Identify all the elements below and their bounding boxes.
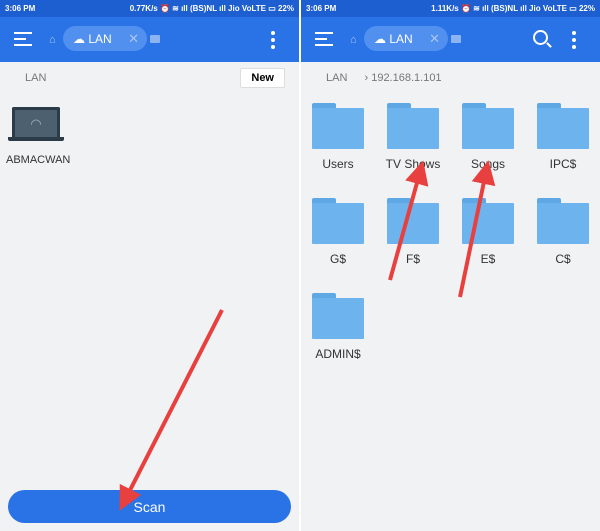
folder-label: ADMIN$ xyxy=(315,347,361,361)
folder-icon xyxy=(462,198,514,244)
folder-icon xyxy=(387,198,439,244)
folder-icon xyxy=(312,103,364,149)
chevron-right-icon: › xyxy=(364,72,369,84)
more-icon[interactable] xyxy=(572,31,576,52)
scan-button[interactable]: Scan xyxy=(8,490,291,523)
search-icon[interactable] xyxy=(533,30,548,45)
folder-label: IPC$ xyxy=(549,157,577,171)
folder-icon xyxy=(537,198,589,244)
folder-item[interactable]: IPC$ xyxy=(528,103,598,171)
folder-label: Songs xyxy=(470,157,506,171)
toolbar: ⌂ ☁ LAN ✕ xyxy=(301,17,600,62)
status-bar: 3:06 PM 1.11K/s ⏰ ≋ ıll (BS)NL ıll Jio Vo… xyxy=(301,0,600,17)
menu-icon[interactable] xyxy=(315,32,333,46)
folder-label: F$ xyxy=(405,252,420,266)
close-icon[interactable]: ✕ xyxy=(429,30,440,46)
home-icon[interactable]: ⌂ xyxy=(49,34,56,46)
lan-icon: ☁ xyxy=(374,31,390,46)
right-screen: 3:06 PM 1.11K/s ⏰ ≋ ıll (BS)NL ıll Jio Vo… xyxy=(301,0,600,531)
folder-label: C$ xyxy=(555,252,571,266)
home-icon[interactable]: ⌂ xyxy=(350,34,357,46)
folder-item[interactable]: TV Shows xyxy=(378,103,448,171)
folder-icon xyxy=(537,103,589,149)
breadcrumb[interactable]: LAN xyxy=(25,72,47,84)
left-screen: 3:06 PM 0.77K/s ⏰ ≋ ıll (BS)NL ıll Jio Vo… xyxy=(0,0,299,531)
more-icon[interactable] xyxy=(271,31,275,52)
folder-item[interactable]: F$ xyxy=(378,198,448,266)
folder-label: E$ xyxy=(480,252,496,266)
folder-item[interactable]: C$ xyxy=(528,198,598,266)
folder-icon xyxy=(312,198,364,244)
device-item[interactable]: ◠ ABMACWAN xyxy=(6,107,70,167)
folder-label: Users xyxy=(322,157,354,171)
folder-label: TV Shows xyxy=(385,157,441,171)
folder-item[interactable]: G$ xyxy=(303,198,373,266)
folder-label: G$ xyxy=(329,252,346,266)
folder-item[interactable]: E$ xyxy=(453,198,523,266)
windows-icon[interactable] xyxy=(451,35,461,43)
new-button[interactable]: New xyxy=(240,68,285,88)
folder-icon xyxy=(387,103,439,149)
status-bar: 3:06 PM 0.77K/s ⏰ ≋ ıll (BS)NL ıll Jio Vo… xyxy=(0,0,299,17)
folder-icon xyxy=(462,103,514,149)
windows-icon[interactable] xyxy=(150,35,160,43)
close-icon[interactable]: ✕ xyxy=(128,30,139,46)
folder-item[interactable]: ADMIN$ xyxy=(303,293,373,361)
tab-lan[interactable]: ☁ LAN ✕ xyxy=(63,26,147,51)
menu-icon[interactable] xyxy=(14,32,32,46)
tab-lan[interactable]: ☁ LAN ✕ xyxy=(364,26,448,51)
folder-item[interactable]: Users xyxy=(303,103,373,171)
toolbar: ⌂ ☁ LAN ✕ xyxy=(0,17,299,62)
folder-icon xyxy=(312,293,364,339)
lan-icon: ☁ xyxy=(73,31,89,46)
laptop-wifi-icon: ◠ xyxy=(12,107,60,137)
breadcrumb: LAN › 192.168.1.101 xyxy=(326,72,442,84)
folder-item[interactable]: Songs xyxy=(453,103,523,171)
